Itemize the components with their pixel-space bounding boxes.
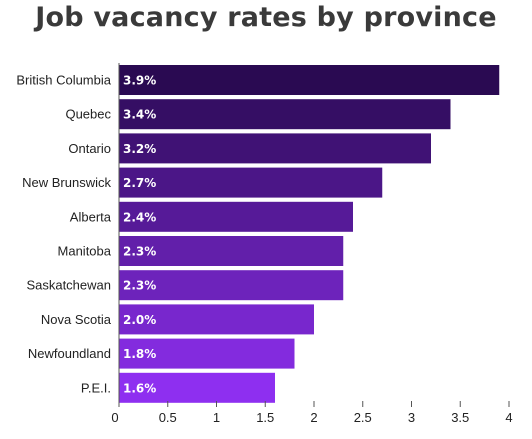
x-tick-label: 3.5 [451,410,469,425]
value-label-ontario: 3.2% [123,142,156,156]
bar-nova-scotia [119,304,314,335]
category-label-nova-scotia: Nova Scotia [41,312,112,327]
x-tick-label: 2.5 [354,410,372,425]
value-label-p-e-i: 1.6% [123,381,156,395]
bar-newfoundland [119,338,295,369]
bar-p-e-i [119,372,275,403]
x-tick-label: 0 [111,410,118,425]
x-tick-label: 3 [408,410,415,425]
value-label-quebec: 3.4% [123,108,156,122]
bar-ontario [119,133,431,164]
bar-new-brunswick [119,167,383,198]
bars-layer: 3.9% 3.4% 3.2% 2.7% 2.4% 2.3% 2.3% 2.0% 1.8% 1.6% [119,65,500,403]
x-tick-label: 2 [310,410,317,425]
category-label-saskatchewan: Saskatchewan [26,278,111,293]
category-label-p-e-i: P.E.I. [81,380,111,395]
category-label-quebec: Quebec [65,107,111,122]
x-tick-label: 1 [213,410,220,425]
x-tick-label: 1.5 [256,410,274,425]
bar-british-columbia [119,65,500,95]
bar-quebec [119,99,451,130]
bar-manitoba [119,236,344,266]
value-label-saskatchewan: 2.3% [123,279,156,293]
value-label-manitoba: 2.3% [123,245,156,259]
value-label-nova-scotia: 2.0% [123,313,156,327]
category-label-alberta: Alberta [70,209,112,224]
x-tick-label: 0.5 [159,410,177,425]
category-label-ontario: Ontario [68,141,111,156]
value-label-british-columbia: 3.9% [123,74,156,88]
bar-saskatchewan [119,270,344,301]
category-label-manitoba: Manitoba [58,244,112,259]
value-label-alberta: 2.4% [123,210,156,224]
category-label-new-brunswick: New Brunswick [22,175,111,190]
chart-title: Job vacancy rates by province [35,2,497,33]
x-tick-label: 4 [505,410,512,425]
x-axis: 0 0.5 1 1.5 2 2.5 3 3.5 4 [111,63,513,425]
value-label-new-brunswick: 2.7% [123,176,156,190]
category-labels: British Columbia Quebec Ontario New Brunswi… [16,73,111,396]
category-label-newfoundland: Newfoundland [28,346,111,361]
bar-alberta [119,201,353,232]
value-label-newfoundland: 1.8% [123,347,156,361]
category-label-british-columbia: British Columbia [16,73,111,88]
